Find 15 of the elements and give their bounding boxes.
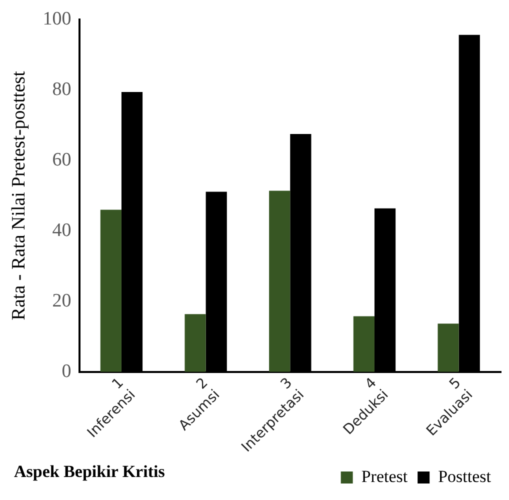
legend-label: Posttest bbox=[438, 466, 492, 486]
legend-label: Pretest bbox=[361, 466, 408, 486]
y-tick-label: 100 bbox=[42, 8, 72, 30]
y-tick-label: 40 bbox=[52, 220, 72, 241]
y-tick-label: 0 bbox=[62, 360, 72, 382]
bar bbox=[100, 210, 122, 372]
bar bbox=[438, 324, 459, 372]
y-axis-title: Rata - Rata Nilai Pretest-posttest bbox=[8, 70, 30, 320]
bar bbox=[269, 190, 290, 372]
x-axis-title: Aspek Bepikir Kritis bbox=[14, 462, 165, 482]
y-tick-label: 60 bbox=[52, 149, 72, 170]
y-tick-label: 80 bbox=[52, 78, 72, 100]
bar bbox=[353, 316, 374, 372]
y-tick-label: 20 bbox=[52, 290, 72, 312]
bar bbox=[184, 314, 206, 372]
